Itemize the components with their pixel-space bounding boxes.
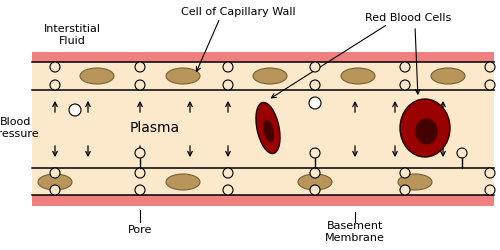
Text: Pore: Pore xyxy=(128,225,152,235)
Circle shape xyxy=(310,62,320,72)
Ellipse shape xyxy=(415,118,438,144)
Text: Interstitial
Fluid: Interstitial Fluid xyxy=(44,24,100,46)
Circle shape xyxy=(50,168,60,178)
Circle shape xyxy=(69,104,81,116)
Circle shape xyxy=(485,80,495,90)
Circle shape xyxy=(485,168,495,178)
Ellipse shape xyxy=(166,174,200,190)
Circle shape xyxy=(310,185,320,195)
Bar xyxy=(32,168,494,195)
Text: Cell of Capillary Wall: Cell of Capillary Wall xyxy=(180,7,296,17)
Ellipse shape xyxy=(263,120,274,142)
Ellipse shape xyxy=(400,99,450,157)
Circle shape xyxy=(310,80,320,90)
Circle shape xyxy=(223,80,233,90)
Circle shape xyxy=(400,185,410,195)
Text: Blood
Pressure: Blood Pressure xyxy=(0,117,40,139)
Circle shape xyxy=(135,148,145,158)
Circle shape xyxy=(457,148,467,158)
Bar xyxy=(32,195,494,206)
Circle shape xyxy=(50,80,60,90)
Circle shape xyxy=(223,185,233,195)
Text: Red Blood Cells: Red Blood Cells xyxy=(365,13,451,23)
Ellipse shape xyxy=(298,174,332,190)
Circle shape xyxy=(310,148,320,158)
Circle shape xyxy=(50,62,60,72)
Bar xyxy=(32,52,494,62)
Circle shape xyxy=(400,62,410,72)
Ellipse shape xyxy=(166,68,200,84)
Circle shape xyxy=(310,168,320,178)
Circle shape xyxy=(135,168,145,178)
Ellipse shape xyxy=(256,102,280,154)
Ellipse shape xyxy=(341,68,375,84)
Ellipse shape xyxy=(80,68,114,84)
Text: Basement
Membrane: Basement Membrane xyxy=(325,221,385,243)
Ellipse shape xyxy=(398,174,432,190)
Circle shape xyxy=(309,97,321,109)
Text: Plasma: Plasma xyxy=(130,121,180,135)
Ellipse shape xyxy=(38,174,72,190)
Ellipse shape xyxy=(253,68,287,84)
Circle shape xyxy=(135,80,145,90)
Ellipse shape xyxy=(431,68,465,84)
Circle shape xyxy=(485,185,495,195)
Circle shape xyxy=(135,62,145,72)
Circle shape xyxy=(135,185,145,195)
Bar xyxy=(32,90,494,168)
Bar xyxy=(32,62,494,90)
Circle shape xyxy=(50,185,60,195)
Circle shape xyxy=(485,62,495,72)
Circle shape xyxy=(223,62,233,72)
Circle shape xyxy=(223,168,233,178)
Circle shape xyxy=(400,168,410,178)
Circle shape xyxy=(400,80,410,90)
